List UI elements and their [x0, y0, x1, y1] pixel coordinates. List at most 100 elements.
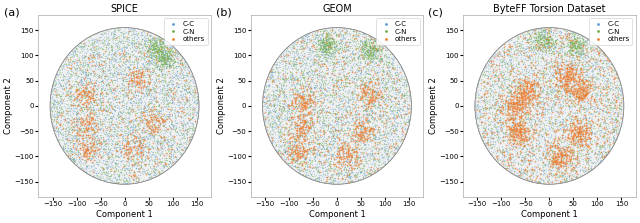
Point	[167, 123, 177, 126]
Point	[544, 160, 554, 164]
Point	[157, 98, 167, 101]
Point	[356, 96, 367, 99]
Point	[593, 151, 603, 154]
Point	[290, 64, 300, 67]
Point	[381, 105, 391, 108]
Point	[85, 91, 95, 95]
Point	[132, 33, 142, 37]
Point	[268, 121, 278, 125]
Point	[336, 157, 346, 160]
Point	[593, 120, 604, 123]
Point	[337, 47, 348, 51]
Point	[511, 123, 522, 127]
Point	[48, 126, 58, 129]
Point	[158, 55, 168, 58]
Point	[517, 138, 527, 142]
Point	[139, 109, 149, 112]
Point	[131, 69, 141, 73]
Point	[537, 33, 547, 36]
Point	[550, 95, 560, 99]
Point	[554, 68, 564, 72]
Point	[60, 59, 70, 63]
Point	[117, 62, 127, 65]
Point	[143, 129, 153, 132]
Point	[316, 59, 326, 62]
Point	[596, 85, 607, 88]
Point	[375, 42, 385, 45]
Point	[79, 153, 89, 157]
Point	[327, 103, 337, 107]
Point	[116, 115, 126, 118]
Point	[184, 116, 194, 120]
Point	[361, 66, 371, 69]
Point	[112, 149, 122, 153]
Point	[102, 87, 113, 91]
Point	[303, 141, 314, 144]
Point	[91, 101, 101, 104]
Point	[561, 167, 571, 171]
Point	[578, 88, 588, 91]
Point	[97, 56, 108, 59]
Point	[125, 131, 135, 134]
Point	[557, 145, 567, 149]
Point	[289, 78, 300, 82]
Point	[496, 74, 506, 77]
Point	[360, 103, 371, 106]
Point	[499, 50, 509, 54]
Point	[366, 166, 376, 169]
Point	[151, 109, 161, 113]
Point	[188, 122, 198, 126]
Point	[68, 53, 79, 57]
Point	[67, 139, 77, 143]
Point	[159, 53, 170, 56]
Point	[527, 130, 538, 134]
Point	[120, 170, 131, 174]
Point	[518, 52, 529, 55]
Point	[362, 127, 372, 131]
Point	[82, 139, 92, 142]
Point	[557, 123, 568, 126]
Point	[322, 109, 332, 112]
Point	[156, 116, 166, 120]
Point	[171, 157, 181, 161]
Point	[584, 169, 595, 172]
Point	[98, 68, 108, 71]
Point	[597, 66, 607, 69]
Point	[185, 137, 195, 141]
Point	[602, 137, 612, 140]
Point	[595, 144, 605, 147]
Point	[511, 98, 522, 102]
Point	[332, 146, 342, 150]
Point	[349, 41, 360, 44]
Point	[77, 119, 88, 123]
Point	[266, 135, 276, 138]
Point	[568, 79, 578, 83]
Point	[321, 52, 332, 56]
Point	[530, 38, 540, 42]
Point	[543, 64, 553, 68]
Point	[128, 73, 138, 77]
Point	[607, 121, 617, 124]
Point	[348, 102, 358, 105]
Point	[303, 123, 313, 127]
Point	[268, 80, 278, 83]
Point	[531, 59, 541, 62]
Point	[554, 121, 564, 124]
Point	[528, 131, 538, 134]
Point	[585, 74, 595, 78]
Point	[154, 45, 164, 49]
Point	[289, 130, 300, 134]
Point	[138, 137, 148, 140]
Point	[353, 112, 363, 115]
Point	[271, 143, 281, 146]
Point	[536, 101, 546, 104]
Point	[499, 102, 509, 106]
Point	[342, 165, 352, 168]
Point	[347, 94, 357, 97]
Point	[473, 81, 483, 85]
Point	[519, 155, 529, 159]
Point	[374, 114, 384, 118]
Point	[116, 149, 127, 153]
Point	[570, 47, 580, 50]
Point	[369, 120, 379, 124]
